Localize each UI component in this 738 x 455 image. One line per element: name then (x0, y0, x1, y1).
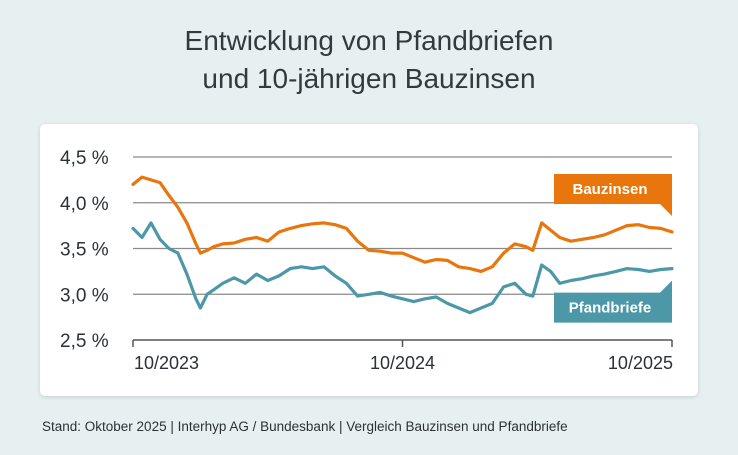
legend-label-pfandbriefe (554, 280, 672, 323)
line-chart: 4,5 % 4,0 % 3,5 % 3,0 % 2,5 % 10/2023 10/2024 1… (60, 148, 674, 373)
chart-title: Entwicklung von Pfandbriefen und 10-jähr… (0, 22, 738, 98)
x-tick-label: 10/2024 (370, 353, 435, 373)
legend-text-pfandbriefe: Pfandbriefe (569, 300, 652, 317)
chart-card: 4,5 % 4,0 % 3,5 % 3,0 % 2,5 % 10/2023 10/2024 1… (40, 124, 698, 396)
legend-label-bauzinsen (554, 174, 672, 217)
y-tick-label: 3,0 % (60, 285, 109, 306)
series-line-bauzinsen (131, 175, 674, 273)
y-tick-label: 2,5 % (60, 331, 109, 352)
chart-title-line-2: und 10-jährigen Bauzinsen (202, 63, 536, 94)
chart-title-line-1: Entwicklung von Pfandbriefen (184, 25, 554, 56)
legend-text-bauzinsen: Bauzinsen (572, 181, 647, 198)
x-tick-label: 10/2025 (608, 353, 673, 373)
x-tick-label: 10/2023 (134, 353, 199, 373)
y-tick-label: 4,5 % (60, 148, 109, 169)
series-line-pfandbriefe (131, 221, 674, 315)
y-tick-label: 3,5 % (60, 240, 109, 261)
y-tick-label: 4,0 % (60, 194, 109, 215)
source-footer: Stand: Oktober 2025 | Interhyp AG / Bund… (42, 419, 568, 434)
